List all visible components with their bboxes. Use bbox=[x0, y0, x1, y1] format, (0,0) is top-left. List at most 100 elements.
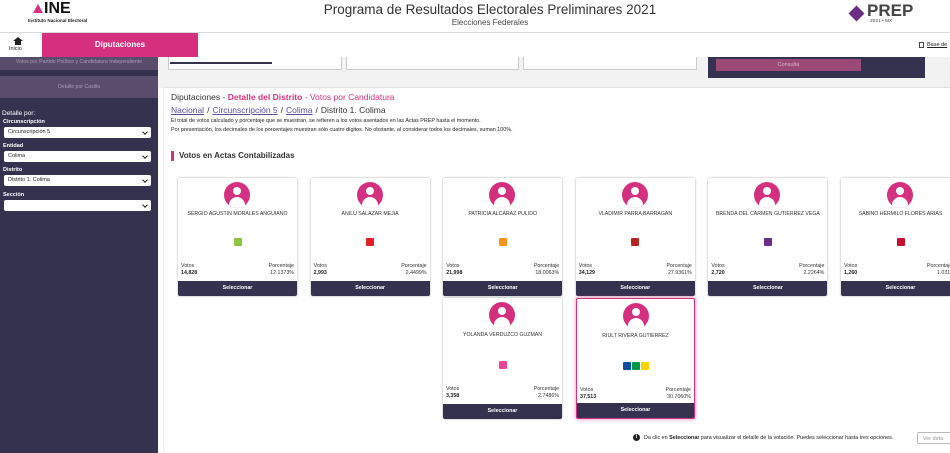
candidate-name: BRENDA DEL CARMEN GUTIERREZ VEGA bbox=[715, 211, 820, 217]
right-link[interactable]: Base de bbox=[927, 42, 948, 48]
candidate-name: SABINO HERMILO FLORES ARIAS bbox=[858, 211, 943, 217]
breadcrumb-item[interactable]: Circunscripción 5 bbox=[212, 105, 278, 115]
filter-label: Sección bbox=[3, 192, 25, 198]
votes-label: Votos bbox=[181, 263, 195, 269]
sidebar-button[interactable]: Detalle por Casilla bbox=[0, 76, 158, 98]
select-button[interactable]: Seleccionar bbox=[841, 281, 950, 296]
filter-select[interactable]: Circunscripción 5 bbox=[4, 127, 151, 138]
title: Programa de Resultados Electorales Preli… bbox=[323, 2, 657, 17]
footer-button[interactable]: Ver deta bbox=[917, 432, 950, 444]
votes-label: Votos bbox=[313, 263, 327, 269]
avatar-head bbox=[498, 307, 506, 315]
party-logo bbox=[498, 238, 507, 246]
votes-value: 3,358 bbox=[446, 393, 460, 399]
candidate-name: RIULT RIVERA GUTIERREZ bbox=[602, 333, 669, 339]
avatar-head bbox=[896, 187, 904, 195]
percent-label: Porcentaje bbox=[927, 263, 950, 269]
percent-label: Porcentaje bbox=[533, 386, 559, 392]
ine-logo: INE bbox=[44, 0, 71, 17]
avatar-body bbox=[229, 197, 245, 208]
votes-value: 34,129 bbox=[578, 270, 595, 276]
prep-subtitle: 2021 • MX bbox=[870, 19, 893, 24]
note: El total de votos calculado y porcentaje… bbox=[171, 118, 481, 124]
footer-note-suffix: para visualizar el detalle de la votació… bbox=[699, 435, 894, 441]
breadcrumb-item: Distrito 1. Colima bbox=[320, 105, 386, 115]
filter-title: Detalle por: bbox=[2, 110, 36, 117]
breadcrumb-item[interactable]: Nacional bbox=[171, 105, 205, 115]
candidate-card: YOLANDA VERDUZCO GUZMAN Votos Porcentaje 3,… bbox=[443, 298, 562, 419]
avatar bbox=[356, 182, 383, 208]
party-logos bbox=[577, 362, 694, 370]
note: Por presentación, los decimales de los p… bbox=[171, 127, 513, 133]
party-logos bbox=[178, 238, 297, 246]
select-button[interactable]: Seleccionar bbox=[575, 281, 695, 296]
percent-label: Porcentaje bbox=[666, 263, 692, 269]
party-logo bbox=[498, 361, 507, 369]
percent-label: Porcentaje bbox=[665, 387, 691, 393]
avatar-body bbox=[494, 317, 510, 328]
votes-label: Votos bbox=[711, 263, 725, 269]
avatar-head bbox=[233, 187, 241, 195]
party-logo bbox=[763, 238, 772, 246]
select-button[interactable]: Seleccionar bbox=[443, 404, 562, 419]
party-logo bbox=[631, 238, 640, 246]
percent-value: 12.1373% bbox=[270, 270, 294, 276]
panel-bar bbox=[170, 62, 272, 64]
party-logo bbox=[622, 362, 631, 370]
consult-button[interactable]: Consulta bbox=[716, 59, 861, 71]
percent-value: 2.4499% bbox=[405, 270, 427, 276]
footer-note-bold: Seleccionar bbox=[669, 435, 700, 441]
party-logos bbox=[443, 238, 562, 246]
candidate-card: SABINO HERMILO FLORES ARIAS Votos Porcenta… bbox=[841, 178, 950, 296]
avatar-head bbox=[365, 187, 374, 195]
avatar-body bbox=[494, 197, 511, 208]
candidate-name: YOLANDA VERDUZCO GUZMAN bbox=[463, 332, 542, 338]
filter-select[interactable]: Colima bbox=[4, 151, 151, 162]
heading-highlight: Detalle del Distrito bbox=[227, 92, 303, 102]
votes-value: 2,993 bbox=[313, 270, 327, 276]
avatar-body bbox=[759, 197, 776, 208]
select-button[interactable]: Seleccionar bbox=[178, 281, 297, 296]
votes-label: Votos bbox=[844, 263, 858, 269]
select-button[interactable]: Seleccionar bbox=[310, 281, 430, 296]
subtitle: Elecciones Federales bbox=[451, 18, 529, 27]
percent-value: 1.031 bbox=[937, 270, 950, 276]
prep-logo: PREP bbox=[867, 1, 914, 20]
select-button[interactable]: Seleccionar bbox=[708, 281, 828, 296]
candidate-name: ANILU SALAZAR MEJIA bbox=[341, 211, 399, 217]
votes-value: 21,998 bbox=[446, 270, 463, 276]
party-logo bbox=[631, 362, 640, 370]
avatar-body bbox=[361, 197, 378, 208]
avatar-head bbox=[632, 308, 640, 316]
heading: Diputaciones - Detalle del Distrito - Vo… bbox=[171, 92, 395, 102]
breadcrumb-separator: / bbox=[280, 105, 284, 115]
section-title: Votos en Actas Contabilizadas bbox=[179, 151, 295, 160]
filter-label: Distrito bbox=[3, 167, 23, 173]
percent-value: 2.7486% bbox=[538, 393, 559, 399]
breadcrumb-item[interactable]: Colima bbox=[286, 105, 313, 115]
tab[interactable]: Diputaciones bbox=[42, 33, 198, 57]
candidate-name: PATRICIA ALCARAZ PULIDO bbox=[468, 211, 538, 217]
avatar bbox=[489, 182, 516, 208]
percent-label: Porcentaje bbox=[533, 263, 560, 269]
heading-prefix: Diputaciones - bbox=[171, 92, 228, 102]
filter-select[interactable]: Distrito 1. Colima bbox=[4, 175, 151, 186]
votes-label: Votos bbox=[580, 387, 594, 393]
select-button[interactable]: Seleccionar bbox=[577, 403, 694, 418]
filter-label: Circunscripción bbox=[3, 119, 45, 125]
percent-value: 27.9361% bbox=[667, 270, 692, 276]
candidate-card: BRENDA DEL CARMEN GUTIERREZ VEGA Votos Por… bbox=[708, 178, 828, 296]
header bbox=[0, 0, 950, 33]
select-button[interactable]: Seleccionar bbox=[443, 281, 563, 296]
panel-box bbox=[523, 57, 697, 70]
filter-label: Entidad bbox=[3, 143, 24, 149]
home-link[interactable]: Inicio bbox=[9, 46, 22, 52]
votes-label: Votos bbox=[446, 386, 460, 392]
filter-select[interactable] bbox=[4, 200, 151, 211]
candidate-card: PATRICIA ALCARAZ PULIDO Votos Porcentaje 21… bbox=[443, 178, 563, 296]
votes-value: 1,260 bbox=[844, 270, 858, 276]
sidebar-button[interactable]: Votos por Partido Político y Candidatura… bbox=[0, 57, 158, 70]
percent-label: Porcentaje bbox=[401, 263, 427, 269]
footer-note-prefix: Da clic en bbox=[644, 435, 670, 441]
party-logo bbox=[233, 238, 242, 246]
